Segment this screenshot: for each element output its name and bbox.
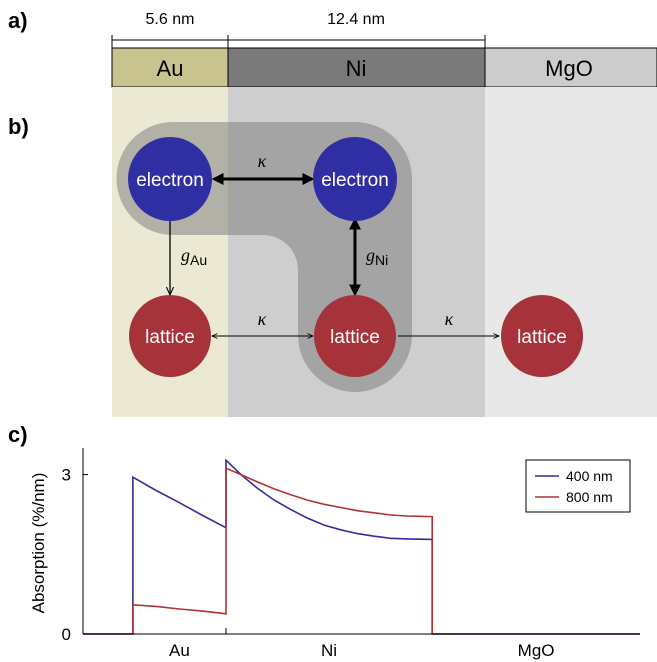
lattice-au-node bbox=[129, 295, 211, 377]
lattice-mgo-node bbox=[501, 295, 583, 377]
lattice-kappa-au-ni-label: κ bbox=[258, 309, 267, 329]
lattice-au-label: lattice bbox=[145, 327, 195, 348]
electron-au-node bbox=[128, 137, 212, 221]
legend-entry: 800 nm bbox=[566, 489, 613, 505]
legend-entry: 400 nm bbox=[566, 468, 613, 484]
au-layer-bar bbox=[111, 47, 229, 88]
x-region-label: Au bbox=[169, 641, 190, 660]
series-lines bbox=[83, 458, 640, 635]
lattice-kappa-ni-mgo-label: κ bbox=[445, 309, 454, 329]
panel-b-label: b) bbox=[8, 114, 29, 139]
y-tick-label: 0 bbox=[62, 625, 71, 644]
y-axis-label: Absorption (%/nm) bbox=[29, 473, 48, 614]
y-tick-label: 3 bbox=[62, 466, 71, 485]
ni-layer-label: Ni bbox=[346, 56, 367, 81]
dimension-markers bbox=[111, 35, 486, 48]
au-thickness-label: 5.6 nm bbox=[146, 11, 195, 28]
series-line bbox=[83, 458, 640, 635]
mgo-layer-label: MgO bbox=[545, 56, 593, 81]
au-layer-label: Au bbox=[157, 56, 184, 81]
electron-ni-node bbox=[313, 137, 397, 221]
legend: 400 nm 800 nm bbox=[525, 459, 631, 513]
mgo-region-background bbox=[485, 87, 657, 417]
x-region-label: Ni bbox=[321, 641, 337, 660]
panel-a-label: a) bbox=[8, 8, 28, 33]
electron-kappa-label: κ bbox=[258, 151, 267, 171]
lattice-mgo-label: lattice bbox=[517, 327, 567, 348]
g-au-label: gAu bbox=[181, 245, 207, 268]
x-region-labels: Au Ni MgO bbox=[169, 641, 554, 660]
series-line bbox=[83, 466, 640, 635]
g-ni-label: gNi bbox=[366, 245, 388, 268]
electron-ni-label: electron bbox=[321, 170, 389, 191]
lattice-ni-node bbox=[314, 295, 396, 377]
x-region-label: MgO bbox=[518, 641, 555, 660]
panel-c-label: c) bbox=[8, 422, 28, 447]
ni-thickness-label: 12.4 nm bbox=[327, 11, 385, 28]
y-ticks: 03 bbox=[62, 466, 88, 644]
electron-au-label: electron bbox=[136, 170, 204, 191]
lattice-ni-label: lattice bbox=[330, 327, 380, 348]
legend-box bbox=[525, 459, 631, 513]
